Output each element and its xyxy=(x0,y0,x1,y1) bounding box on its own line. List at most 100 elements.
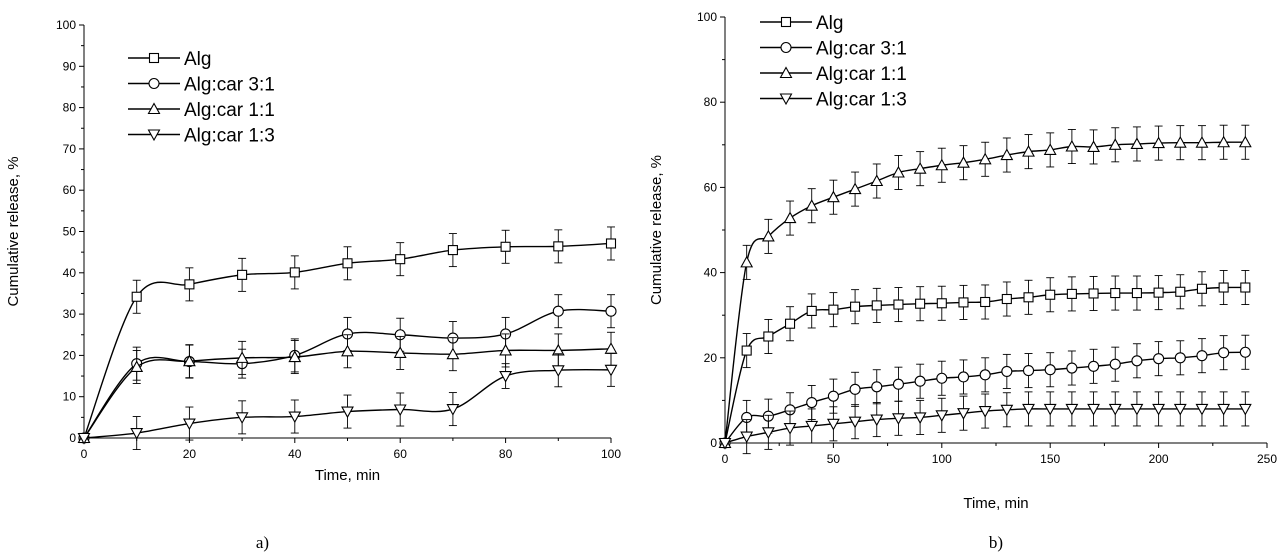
x-axis-title: Time, min xyxy=(963,495,1028,512)
series-circle xyxy=(719,334,1251,449)
data-point xyxy=(1087,140,1100,152)
data-point xyxy=(979,369,991,381)
data-point xyxy=(892,378,904,390)
data-point xyxy=(1175,286,1186,297)
data-point xyxy=(1130,403,1144,416)
data-point xyxy=(914,375,926,387)
data-point xyxy=(342,258,353,269)
data-point xyxy=(1173,403,1187,416)
data-point xyxy=(499,343,513,356)
data-point xyxy=(871,300,882,311)
data-point xyxy=(500,241,511,252)
x-tick-label: 200 xyxy=(1149,452,1169,466)
data-point xyxy=(740,431,754,444)
x-tick-label: 40 xyxy=(288,447,302,461)
data-point xyxy=(1108,138,1122,150)
y-tick-label: 0 xyxy=(710,436,717,450)
y-tick-label: 50 xyxy=(63,225,77,239)
data-point xyxy=(784,318,796,329)
data-point xyxy=(552,305,564,317)
data-point xyxy=(1065,139,1079,152)
data-point xyxy=(936,298,947,309)
data-point xyxy=(605,305,617,317)
legend-marker xyxy=(147,129,161,142)
data-point xyxy=(1045,289,1056,300)
data-point xyxy=(893,299,904,310)
y-tick-label: 20 xyxy=(63,348,77,362)
data-point xyxy=(978,405,992,418)
data-point xyxy=(783,423,797,435)
data-point xyxy=(553,241,564,252)
legend-entry: Alg:car 1:3 xyxy=(128,126,275,147)
y-tick-label: 40 xyxy=(704,266,718,280)
data-point xyxy=(915,298,926,309)
data-point xyxy=(958,297,969,308)
legend-label: Alg:car 1:1 xyxy=(816,64,907,85)
legend-marker xyxy=(148,77,160,90)
y-tick-label: 100 xyxy=(697,10,717,24)
data-point xyxy=(605,238,617,249)
x-tick-label: 60 xyxy=(394,447,408,461)
x-tick-label: 100 xyxy=(601,447,621,461)
data-point xyxy=(130,427,144,440)
legend-label: Alg xyxy=(816,13,843,34)
data-point xyxy=(1066,288,1077,299)
legend-entry: Alg xyxy=(128,49,211,70)
data-point xyxy=(761,427,775,439)
x-tick-label: 20 xyxy=(183,447,197,461)
legend-label: Alg:car 3:1 xyxy=(816,39,907,60)
x-tick-label: 80 xyxy=(499,447,513,461)
data-point xyxy=(1130,137,1144,149)
data-point xyxy=(806,396,818,409)
data-point xyxy=(447,245,458,256)
data-point xyxy=(1152,136,1166,149)
data-point xyxy=(935,158,949,171)
y-tick-label: 10 xyxy=(63,390,77,404)
data-point xyxy=(1240,282,1251,293)
data-point xyxy=(604,364,618,377)
data-point xyxy=(1088,360,1100,372)
data-point xyxy=(1196,350,1208,362)
data-point xyxy=(1217,135,1231,148)
data-point xyxy=(551,365,565,377)
data-point xyxy=(184,279,195,290)
y-tick-label: 40 xyxy=(63,266,77,280)
data-point xyxy=(1195,403,1209,416)
data-point xyxy=(1238,135,1252,148)
data-point xyxy=(741,345,752,356)
data-point xyxy=(393,346,407,358)
data-point xyxy=(1044,364,1056,376)
data-point xyxy=(1088,288,1099,299)
data-point xyxy=(182,354,196,367)
data-point xyxy=(341,344,354,357)
legend-entry: Alg:car 1:3 xyxy=(760,90,907,111)
x-axis-title: Time, min xyxy=(315,467,380,484)
panel-label: a) xyxy=(256,533,269,552)
data-point xyxy=(1131,355,1143,367)
x-tick-label: 0 xyxy=(722,452,729,466)
data-point xyxy=(935,410,949,422)
y-tick-label: 100 xyxy=(56,18,76,32)
y-tick-label: 30 xyxy=(63,307,77,321)
x-tick-label: 50 xyxy=(827,452,841,466)
data-point xyxy=(1043,143,1057,155)
y-tick-label: 20 xyxy=(704,351,718,365)
data-point xyxy=(1196,283,1208,294)
data-point xyxy=(1065,403,1079,416)
data-point xyxy=(182,418,196,431)
y-tick-label: 0 xyxy=(69,431,76,445)
data-point xyxy=(1108,403,1122,416)
legend-marker xyxy=(779,66,793,79)
y-tick-label: 80 xyxy=(63,101,77,115)
data-point xyxy=(341,406,354,419)
data-point xyxy=(936,372,948,384)
data-point xyxy=(1131,287,1142,299)
data-point xyxy=(237,269,248,280)
data-point xyxy=(288,350,302,363)
data-point xyxy=(1238,403,1252,416)
data-point xyxy=(1000,148,1014,161)
data-point xyxy=(1153,353,1165,365)
data-point xyxy=(913,412,927,425)
panel-label: b) xyxy=(989,533,1003,552)
data-point xyxy=(235,351,249,363)
